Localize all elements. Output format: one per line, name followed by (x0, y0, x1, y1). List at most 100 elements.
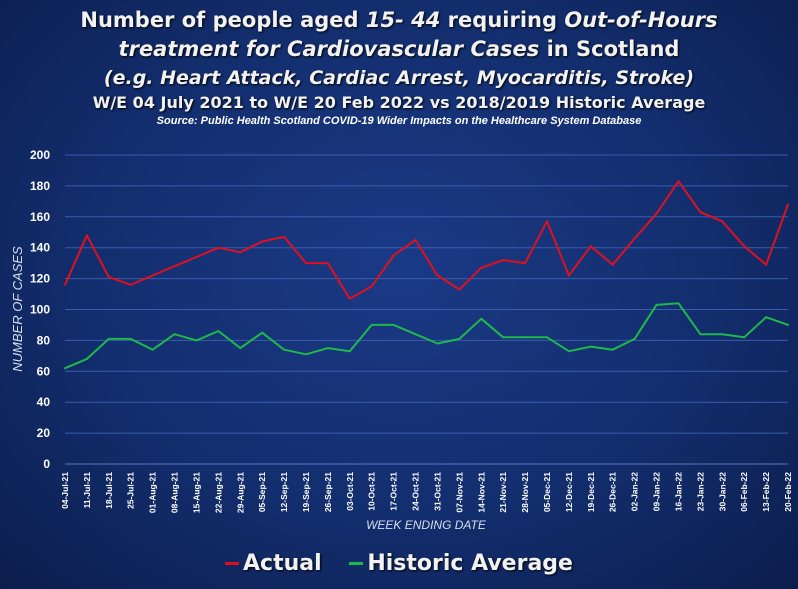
y-axis-label: NUMBER OF CASES (10, 246, 25, 372)
data-point (195, 255, 198, 258)
data-point (261, 331, 264, 334)
data-point (480, 317, 483, 320)
data-point (326, 262, 329, 265)
x-tick-label: 16-Jan-22 (673, 472, 683, 511)
data-point (370, 323, 373, 326)
title-line-3: (e.g. Heart Attack, Cardiac Arrest, Myoc… (103, 67, 695, 89)
data-point (611, 263, 614, 266)
x-axis: 04-Jul-21 11-Jul-21 18-Jul-21 25-Jul-21 01-A… (60, 472, 793, 513)
data-point (524, 336, 527, 339)
y-tick-label: 100 (30, 303, 50, 317)
data-point (173, 333, 176, 336)
y-tick-label: 140 (30, 241, 50, 255)
x-tick-label: 26-Dec-21 (608, 472, 618, 512)
series-lines (64, 180, 789, 370)
data-point (217, 246, 220, 249)
data-point (173, 265, 176, 268)
data-point (589, 345, 592, 348)
data-point (436, 342, 439, 345)
data-point (677, 180, 680, 183)
x-tick-label: 01-Aug-21 (148, 472, 158, 513)
legend-item-actual: Actual (225, 551, 322, 576)
source-note: Source: Public Health Scotland COVID-19 … (156, 115, 642, 127)
data-point (589, 245, 592, 248)
x-tick-label: 24-Oct-21 (411, 472, 421, 511)
data-point (655, 303, 658, 306)
data-point (546, 220, 548, 223)
data-point (392, 254, 395, 257)
data-point (787, 203, 789, 206)
x-tick-label: 15-Aug-21 (191, 472, 201, 513)
x-tick-label: 21-Nov-21 (498, 472, 508, 513)
x-tick-label: 17-Oct-21 (389, 472, 399, 511)
x-tick-label: 26-Sep-21 (323, 472, 333, 512)
data-point (85, 357, 88, 360)
x-tick-label: 05-Dec-21 (542, 472, 552, 512)
x-tick-label: 10-Oct-21 (367, 472, 377, 511)
data-point (633, 237, 636, 240)
x-tick-label: 06-Feb-22 (739, 472, 749, 512)
x-tick-label: 11-Jul-21 (82, 472, 92, 509)
x-tick-label: 29-Aug-21 (235, 472, 245, 513)
data-point (326, 347, 329, 350)
title-line-1: Number of people aged 15- 44 requiring O… (80, 8, 718, 32)
y-tick-label: 60 (37, 364, 51, 378)
data-point (787, 323, 789, 326)
data-point (107, 337, 110, 340)
legend-label-actual: Actual (243, 551, 322, 576)
y-tick-label: 40 (37, 395, 51, 409)
x-tick-label: 12-Sep-21 (279, 472, 289, 512)
x-tick-label: 12-Dec-21 (564, 472, 574, 512)
data-point (64, 367, 66, 370)
data-point (151, 274, 154, 277)
data-point (458, 337, 461, 340)
x-tick-label: 03-Oct-21 (345, 472, 355, 511)
legend-item-historic: Historic Average (349, 551, 573, 576)
y-tick-label: 0 (43, 457, 50, 471)
data-point (261, 240, 264, 243)
data-point (655, 212, 658, 215)
data-point (283, 348, 286, 351)
x-tick-label: 02-Jan-22 (630, 472, 640, 511)
data-point (129, 283, 132, 286)
y-tick-label: 120 (30, 272, 50, 286)
data-point (283, 235, 286, 238)
data-point (348, 297, 351, 300)
x-tick-label: 31-Oct-21 (432, 472, 442, 511)
data-point (677, 302, 680, 305)
x-tick-label: 22-Aug-21 (213, 472, 223, 513)
data-point (699, 333, 702, 336)
series-line-actual (64, 180, 789, 300)
data-point (414, 333, 417, 336)
y-axis: 0 20 40 60 80 100 120 140 160 180 200 (30, 148, 50, 471)
x-tick-label: 09-Jan-22 (652, 472, 662, 511)
y-tick-label: 180 (30, 179, 50, 193)
data-point (64, 283, 66, 286)
data-point (743, 336, 746, 339)
data-point (743, 245, 746, 248)
y-tick-label: 20 (37, 426, 51, 440)
data-point (567, 350, 570, 353)
data-point (611, 348, 614, 351)
data-point (765, 263, 768, 266)
data-point (107, 276, 110, 279)
legend: Actual Historic Average (0, 546, 798, 576)
x-tick-label: 28-Nov-21 (520, 472, 530, 513)
x-axis-label: WEEK ENDING DATE (366, 518, 487, 532)
data-point (151, 348, 154, 351)
chart-title-block: Number of people aged 15- 44 requiring O… (0, 6, 798, 128)
data-point (305, 262, 307, 265)
data-point (567, 274, 570, 277)
data-point (699, 211, 702, 214)
x-tick-label: 04-Jul-21 (60, 472, 70, 509)
data-point (217, 330, 220, 333)
x-tick-label: 25-Jul-21 (126, 472, 136, 509)
data-point (458, 288, 461, 291)
data-point (392, 323, 395, 326)
title-line-2: treatment for Cardiovascular Cases in Sc… (118, 37, 680, 61)
data-point (348, 350, 351, 353)
x-tick-label: 07-Nov-21 (454, 472, 464, 513)
series-line-historic (64, 302, 789, 370)
data-point (502, 336, 505, 339)
data-point (721, 220, 724, 223)
